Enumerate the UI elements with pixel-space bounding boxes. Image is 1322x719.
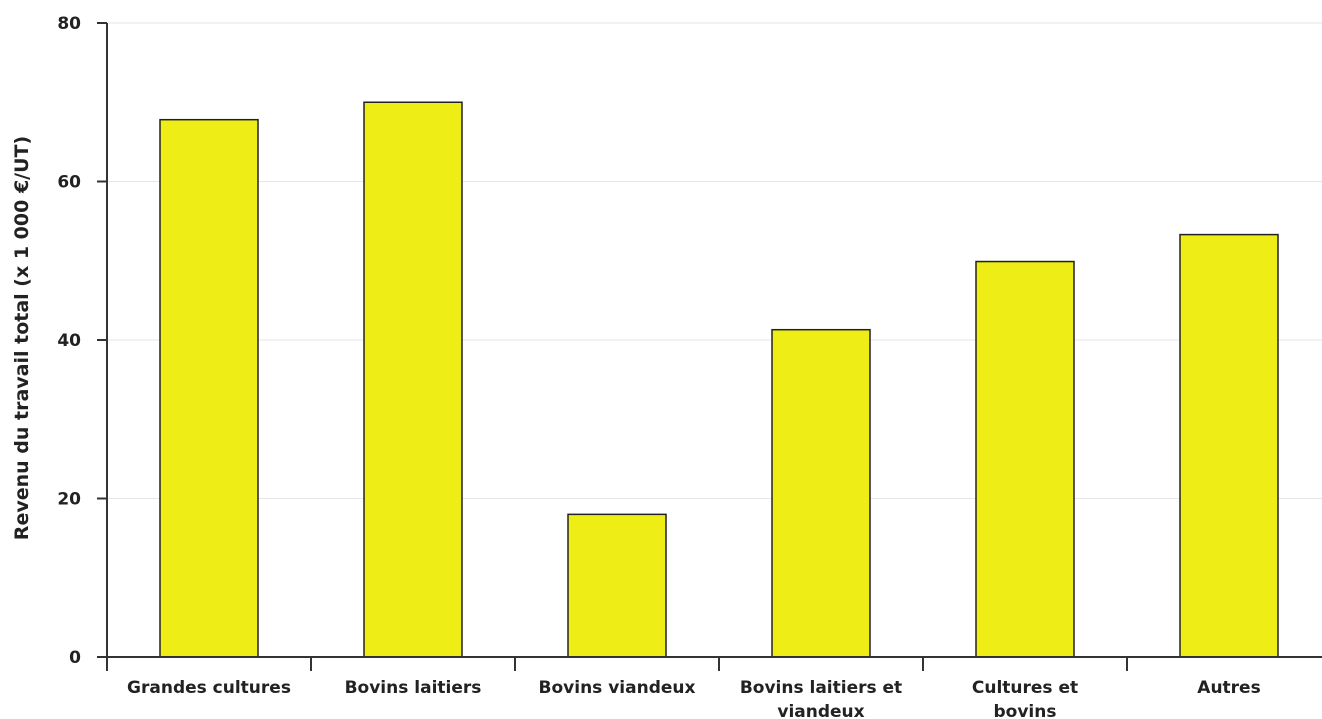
y-tick-label: 40 — [57, 331, 81, 351]
axes — [97, 22, 1322, 671]
bars — [159, 101, 1279, 658]
x-category-label: Grandes cultures — [127, 678, 291, 698]
x-category-label: Cultures et — [972, 678, 1078, 698]
y-tick-label: 80 — [57, 14, 81, 34]
bar — [159, 118, 259, 658]
y-tick-label: 0 — [69, 648, 81, 668]
y-axis-title: Revenu du travail total (x 1 000 €/UT) — [11, 136, 33, 540]
bar — [1179, 233, 1279, 658]
bar — [975, 260, 1075, 658]
bar — [771, 328, 871, 658]
x-category-label: bovins — [994, 702, 1057, 719]
x-category-label: Autres — [1197, 678, 1260, 698]
x-category-label: viandeux — [777, 702, 864, 719]
y-tick-label: 20 — [57, 490, 81, 510]
bar — [567, 513, 667, 658]
x-category-label: Bovins viandeux — [539, 678, 696, 698]
gridlines — [107, 22, 1322, 499]
y-tick-label: 60 — [57, 173, 81, 193]
axis-labels: 0 20 40 60 80 Grandes cultures Bovins laitiers… — [57, 14, 1260, 719]
x-category-label: Bovins laitiers et — [740, 678, 902, 698]
x-category-label: Bovins laitiers — [345, 678, 482, 698]
bar — [363, 101, 463, 658]
